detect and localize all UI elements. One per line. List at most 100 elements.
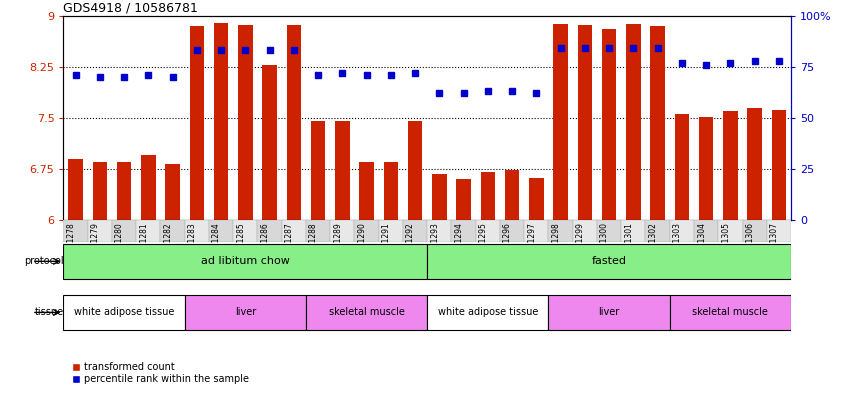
Text: GSM1131294: GSM1131294 (454, 222, 464, 273)
FancyBboxPatch shape (427, 220, 452, 242)
Bar (310, 121, 326, 220)
Text: GSM1131302: GSM1131302 (649, 222, 657, 273)
FancyBboxPatch shape (452, 220, 475, 242)
Bar (360, 162, 374, 220)
Text: GSM1131291: GSM1131291 (382, 222, 391, 273)
Text: GSM1131288: GSM1131288 (309, 222, 318, 273)
FancyBboxPatch shape (184, 220, 209, 242)
FancyBboxPatch shape (645, 220, 670, 242)
Text: protocol: protocol (25, 256, 64, 266)
Bar (287, 25, 301, 220)
Bar (184, 295, 306, 330)
FancyBboxPatch shape (718, 220, 743, 242)
FancyBboxPatch shape (161, 220, 184, 242)
FancyBboxPatch shape (548, 220, 573, 242)
Bar (141, 155, 156, 220)
Text: GSM1131303: GSM1131303 (673, 222, 682, 273)
FancyBboxPatch shape (573, 220, 597, 242)
Text: GSM1131305: GSM1131305 (722, 222, 730, 273)
Text: GSM1131304: GSM1131304 (697, 222, 706, 273)
Bar (306, 295, 427, 330)
FancyBboxPatch shape (136, 220, 161, 242)
Text: GSM1131284: GSM1131284 (212, 222, 221, 273)
FancyBboxPatch shape (500, 220, 525, 242)
Bar (481, 173, 495, 220)
Text: GSM1131292: GSM1131292 (406, 222, 415, 273)
Text: GSM1131295: GSM1131295 (479, 222, 488, 273)
Bar (432, 174, 447, 220)
Text: GSM1131299: GSM1131299 (576, 222, 585, 273)
Text: GSM1131290: GSM1131290 (358, 222, 366, 273)
Text: tissue: tissue (35, 307, 64, 318)
Text: GDS4918 / 10586781: GDS4918 / 10586781 (63, 2, 198, 15)
Text: GSM1131306: GSM1131306 (745, 222, 755, 273)
Bar (747, 108, 762, 220)
Bar (699, 117, 713, 220)
Bar (92, 162, 107, 220)
FancyBboxPatch shape (88, 220, 112, 242)
FancyBboxPatch shape (597, 220, 621, 242)
Text: fasted: fasted (591, 256, 627, 266)
Bar (383, 162, 398, 220)
Text: GSM1131307: GSM1131307 (770, 222, 779, 273)
Bar (529, 178, 544, 220)
Bar (626, 24, 640, 220)
Text: ad libitum chow: ad libitum chow (201, 256, 290, 266)
Bar (214, 22, 228, 220)
FancyBboxPatch shape (670, 220, 694, 242)
FancyBboxPatch shape (766, 220, 791, 242)
Bar (670, 295, 791, 330)
Bar (505, 170, 519, 220)
Bar (427, 244, 791, 279)
Bar (63, 295, 184, 330)
Text: GSM1131300: GSM1131300 (600, 222, 609, 273)
FancyBboxPatch shape (330, 220, 354, 242)
Text: GSM1131285: GSM1131285 (236, 222, 245, 273)
Text: GSM1131286: GSM1131286 (261, 222, 270, 273)
FancyBboxPatch shape (63, 220, 88, 242)
Bar (602, 29, 617, 220)
Bar (408, 121, 422, 220)
Bar (427, 295, 548, 330)
Text: GSM1131281: GSM1131281 (140, 222, 148, 273)
Bar (238, 25, 253, 220)
Text: skeletal muscle: skeletal muscle (328, 307, 404, 318)
Bar (190, 26, 204, 220)
Text: white adipose tissue: white adipose tissue (437, 307, 538, 318)
FancyBboxPatch shape (306, 220, 330, 242)
Text: GSM1131278: GSM1131278 (67, 222, 75, 273)
Bar (63, 244, 427, 279)
Text: GSM1131301: GSM1131301 (624, 222, 634, 273)
FancyBboxPatch shape (282, 220, 306, 242)
FancyBboxPatch shape (694, 220, 718, 242)
Text: GSM1131289: GSM1131289 (333, 222, 343, 273)
FancyBboxPatch shape (112, 220, 136, 242)
Text: liver: liver (598, 307, 620, 318)
FancyBboxPatch shape (403, 220, 427, 242)
Bar (651, 26, 665, 220)
Text: liver: liver (234, 307, 256, 318)
Text: GSM1131280: GSM1131280 (115, 222, 124, 273)
Bar (117, 162, 131, 220)
Text: GSM1131287: GSM1131287 (285, 222, 294, 273)
Bar (69, 159, 83, 220)
FancyBboxPatch shape (354, 220, 379, 242)
Bar (772, 110, 786, 220)
FancyBboxPatch shape (621, 220, 645, 242)
Text: GSM1131293: GSM1131293 (431, 222, 439, 273)
Bar (553, 24, 568, 220)
FancyBboxPatch shape (233, 220, 257, 242)
Bar (335, 121, 349, 220)
FancyBboxPatch shape (209, 220, 233, 242)
Text: GSM1131279: GSM1131279 (91, 222, 100, 273)
Legend: transformed count, percentile rank within the sample: transformed count, percentile rank withi… (69, 358, 253, 388)
Text: GSM1131282: GSM1131282 (163, 222, 173, 273)
Bar (674, 114, 689, 220)
FancyBboxPatch shape (257, 220, 282, 242)
FancyBboxPatch shape (475, 220, 500, 242)
Bar (456, 179, 471, 220)
Bar (165, 163, 180, 220)
Text: GSM1131297: GSM1131297 (527, 222, 536, 273)
FancyBboxPatch shape (525, 220, 548, 242)
Text: white adipose tissue: white adipose tissue (74, 307, 174, 318)
